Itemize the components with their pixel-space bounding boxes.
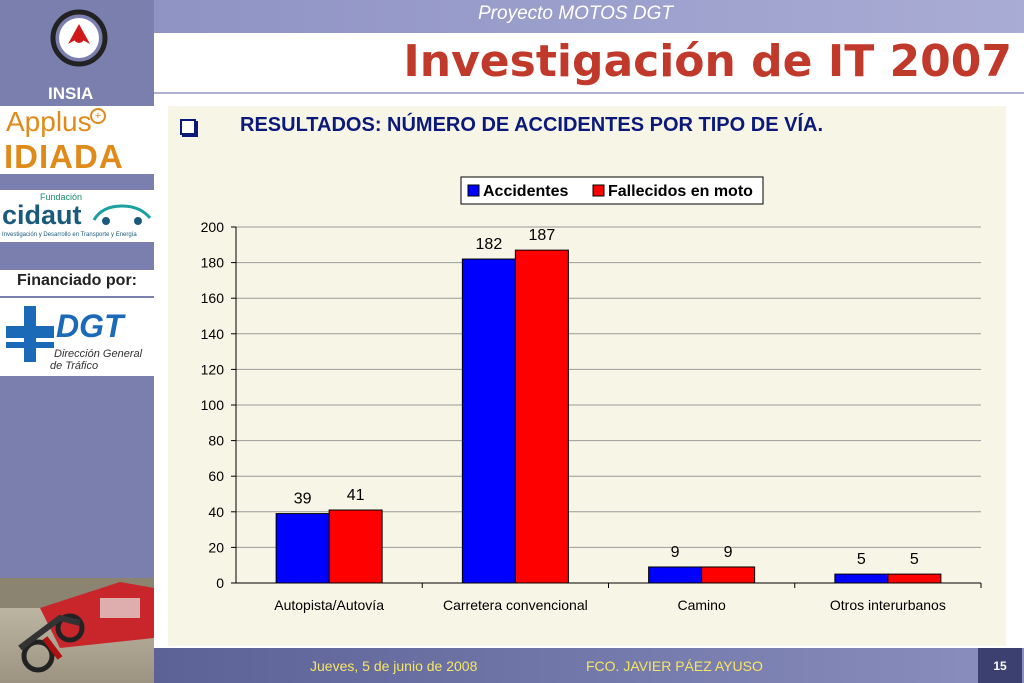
x-tick-label: Camino xyxy=(678,597,726,613)
legend-label: Accidentes xyxy=(483,183,568,200)
cidaut-tagline: Investigación y Desarrollo en Transporte… xyxy=(2,232,137,238)
data-label: 5 xyxy=(857,551,866,568)
y-axis-ticks: 0 20 40 60 80 100 120 140 160 180 200 xyxy=(201,219,236,591)
bar xyxy=(275,513,330,584)
legend-box xyxy=(460,176,764,205)
value-labels: 39 41 182 187 9 9 5 5 xyxy=(294,227,919,568)
legend-swatch xyxy=(467,184,480,197)
y-tick-label: 20 xyxy=(208,539,224,555)
accident-photo xyxy=(0,578,154,683)
footer-date: Jueves, 5 de junio de 2008 xyxy=(310,658,478,674)
footer-author: FCO. JAVIER PÁEZ AYUSO xyxy=(586,658,763,674)
y-tick-label: 0 xyxy=(216,575,224,591)
data-label: 9 xyxy=(671,544,680,561)
data-label: 187 xyxy=(529,227,556,244)
chart-legend: Accidentes Fallecidos en moto xyxy=(460,176,764,205)
data-label: 5 xyxy=(910,551,919,568)
dgt-line1: Dirección General xyxy=(54,348,143,360)
dgt-line2: de Tráfico xyxy=(50,360,99,372)
dgt-label: DGT xyxy=(56,308,124,344)
financiado-label: Financiado por: xyxy=(0,270,154,296)
bar xyxy=(701,566,756,584)
legend-swatch xyxy=(592,184,605,197)
x-tick-label: Otros interurbanos xyxy=(830,597,946,613)
y-tick-label: 160 xyxy=(201,290,225,306)
motorcycle-accident-image xyxy=(0,578,154,673)
cidaut-logo: Fundación cidaut Investigación y Desarro… xyxy=(0,190,154,242)
x-tick-label: Carretera convencional xyxy=(443,597,588,613)
data-label: 9 xyxy=(724,544,733,561)
y-tick-label: 180 xyxy=(201,255,225,271)
y-tick-label: 60 xyxy=(208,468,224,484)
data-label: 41 xyxy=(347,487,365,504)
insia-logo xyxy=(32,0,126,80)
bar xyxy=(461,258,516,584)
checkbox-bullet-icon xyxy=(180,119,196,135)
y-tick-label: 40 xyxy=(208,504,224,520)
footer-bar xyxy=(154,648,1024,683)
legend-label: Fallecidos en moto xyxy=(608,183,753,200)
bar xyxy=(887,573,942,584)
x-tick-label: Autopista/Autovía xyxy=(274,597,384,613)
data-label: 39 xyxy=(294,491,312,508)
insia-label: INSIA xyxy=(48,84,94,103)
x-axis-labels: Autopista/Autovía Carretera convencional C… xyxy=(274,583,982,613)
idiada-label: IDIADA xyxy=(4,138,124,175)
y-tick-label: 140 xyxy=(201,326,225,342)
dgt-cross-icon xyxy=(6,306,54,362)
applus-plus-icon: + xyxy=(90,108,106,124)
applus-label: Applus xyxy=(6,106,92,137)
cidaut-fundacion-label: Fundación xyxy=(40,192,83,202)
y-tick-label: 200 xyxy=(201,219,225,235)
bar xyxy=(834,573,889,584)
section-heading: RESULTADOS: NÚMERO DE ACCIDENTES POR TIP… xyxy=(240,114,823,136)
insia-emblem-icon xyxy=(50,9,108,67)
data-label: 182 xyxy=(476,236,503,253)
page-number: 15 xyxy=(978,648,1022,683)
y-tick-label: 80 xyxy=(208,433,224,449)
dgt-logo: DGT Dirección General de Tráfico xyxy=(0,298,154,376)
applus-idiada-logo: Applus + IDIADA xyxy=(0,106,154,175)
bar xyxy=(514,249,569,584)
bar-chart: 0 20 40 60 80 100 120 140 160 180 200 39 41 182 187 9 9… xyxy=(201,176,982,613)
chart-bars xyxy=(275,249,942,584)
page-title: Investigación de IT 2007 xyxy=(403,36,1012,87)
car-icon xyxy=(92,204,152,225)
project-label: Proyecto MOTOS DGT xyxy=(478,3,673,24)
y-tick-label: 120 xyxy=(201,361,225,377)
bar xyxy=(328,509,383,584)
bar xyxy=(648,566,703,584)
top-band xyxy=(154,0,1024,33)
cidaut-label: cidaut xyxy=(2,200,82,230)
y-tick-label: 100 xyxy=(201,397,225,413)
title-divider xyxy=(154,92,1024,94)
